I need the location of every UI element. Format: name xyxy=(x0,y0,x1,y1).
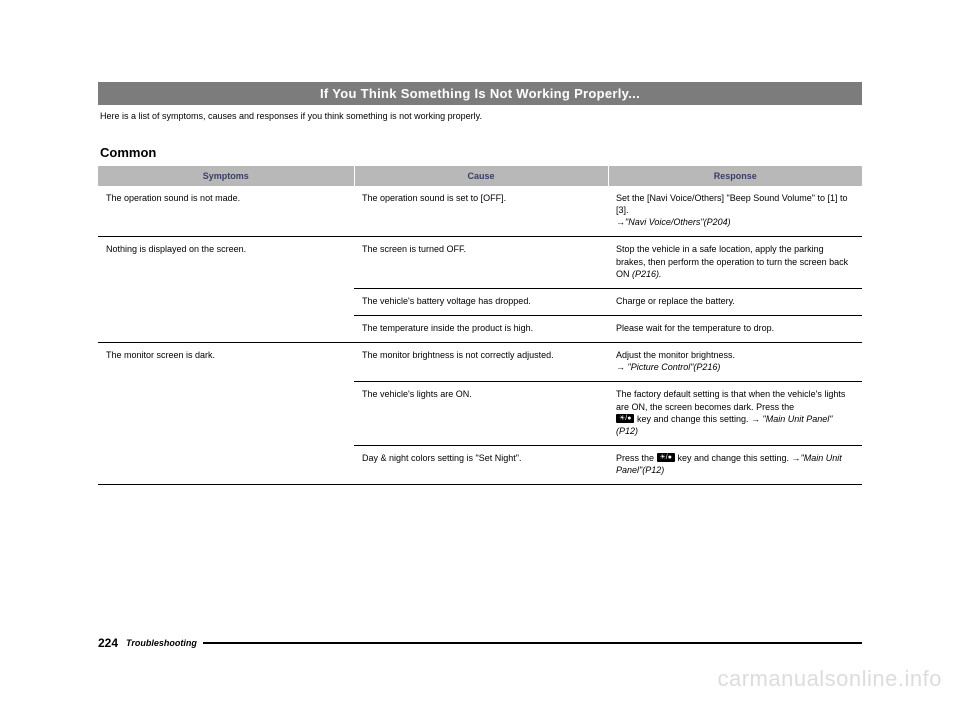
cell-cause: The screen is turned OFF. xyxy=(354,237,608,288)
page-title-bar: If You Think Something Is Not Working Pr… xyxy=(98,82,862,105)
day-night-key-icon: ☀/● xyxy=(616,414,634,423)
cell-response: The factory default setting is that when… xyxy=(608,382,862,445)
footer-rule xyxy=(203,642,862,644)
response-ref: → "Picture Control"(P216) xyxy=(616,362,720,372)
cell-response: Press the ☀/● key and change this settin… xyxy=(608,445,862,484)
cell-symptom: The operation sound is not made. xyxy=(98,186,354,236)
response-text: Press the xyxy=(616,453,657,463)
cell-symptom: Nothing is displayed on the screen. xyxy=(98,237,354,342)
cell-response: Adjust the monitor brightness. → "Pictur… xyxy=(608,343,862,382)
watermark: carmanualsonline.info xyxy=(717,666,942,692)
cell-response: Stop the vehicle in a safe location, app… xyxy=(608,237,862,288)
day-night-key-icon: ☀/● xyxy=(657,453,675,462)
page-footer: 224 Troubleshooting xyxy=(98,636,862,650)
page-content: If You Think Something Is Not Working Pr… xyxy=(98,82,862,485)
cell-response: Please wait for the temperature to drop. xyxy=(608,315,862,342)
table-row: Nothing is displayed on the screen. The … xyxy=(98,237,862,288)
footer-section: Troubleshooting xyxy=(126,638,197,648)
table-header-row: Symptoms Cause Response xyxy=(98,166,862,186)
cell-response: Charge or replace the battery. xyxy=(608,288,862,315)
cell-cause: The operation sound is set to [OFF]. xyxy=(354,186,608,236)
cell-cause: The temperature inside the product is hi… xyxy=(354,315,608,342)
col-cause: Cause xyxy=(354,166,608,186)
response-text: Adjust the monitor brightness. xyxy=(616,350,735,360)
table-row: The monitor screen is dark. The monitor … xyxy=(98,343,862,382)
response-ref: (P216). xyxy=(632,269,662,279)
response-text: key and change this setting. → xyxy=(634,414,762,424)
intro-text: Here is a list of symptoms, causes and r… xyxy=(98,105,862,121)
cell-cause: The monitor brightness is not correctly … xyxy=(354,343,608,382)
cell-symptom: The monitor screen is dark. xyxy=(98,343,354,485)
response-text: key and change this setting. → xyxy=(675,453,801,463)
troubleshooting-table: Symptoms Cause Response The operation so… xyxy=(98,166,862,485)
cell-response: Set the [Navi Voice/Others] "Beep Sound … xyxy=(608,186,862,236)
col-symptoms: Symptoms xyxy=(98,166,354,186)
response-ref: →"Navi Voice/Others"(P204) xyxy=(616,217,731,227)
divider-thick xyxy=(98,484,862,485)
section-heading: Common xyxy=(98,145,862,160)
table-row: The operation sound is not made. The ope… xyxy=(98,186,862,236)
cell-cause: Day & night colors setting is "Set Night… xyxy=(354,445,608,484)
response-text: Set the [Navi Voice/Others] "Beep Sound … xyxy=(616,193,848,215)
cell-cause: The vehicle's lights are ON. xyxy=(354,382,608,445)
page-number: 224 xyxy=(98,636,118,650)
cell-cause: The vehicle's battery voltage has droppe… xyxy=(354,288,608,315)
col-response: Response xyxy=(608,166,862,186)
response-text: The factory default setting is that when… xyxy=(616,389,845,411)
